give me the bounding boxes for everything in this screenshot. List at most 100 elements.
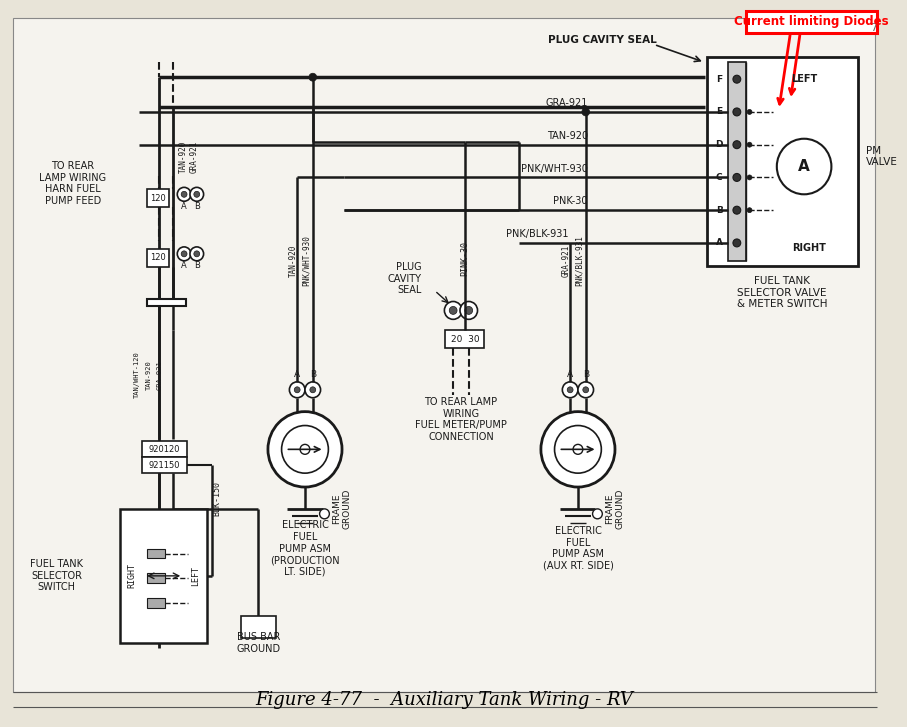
Text: E: E	[717, 108, 722, 116]
Text: & METER SWITCH: & METER SWITCH	[736, 300, 827, 310]
Circle shape	[733, 108, 741, 116]
Circle shape	[733, 239, 741, 247]
Text: A: A	[567, 371, 573, 379]
Circle shape	[578, 382, 593, 398]
Text: FRAME
GROUND: FRAME GROUND	[605, 489, 625, 529]
FancyBboxPatch shape	[445, 330, 484, 348]
Text: D: D	[716, 140, 723, 149]
Circle shape	[309, 73, 317, 81]
Circle shape	[592, 509, 602, 519]
Text: 920120: 920120	[149, 445, 180, 454]
Text: Current limiting Diodes: Current limiting Diodes	[734, 15, 889, 28]
Circle shape	[460, 302, 477, 319]
Text: PNK/BLK-931: PNK/BLK-931	[506, 229, 568, 239]
Text: B: B	[582, 371, 589, 379]
Circle shape	[733, 174, 741, 182]
Circle shape	[194, 191, 200, 197]
FancyBboxPatch shape	[707, 57, 858, 266]
Text: ELECTRIC
FUEL
PUMP ASM
(AUX RT. SIDE): ELECTRIC FUEL PUMP ASM (AUX RT. SIDE)	[542, 526, 613, 571]
Text: 921150: 921150	[149, 461, 180, 470]
Circle shape	[444, 302, 462, 319]
Circle shape	[747, 142, 752, 147]
Text: TAN-920: TAN-920	[179, 140, 188, 173]
Text: FRAME
GROUND: FRAME GROUND	[332, 489, 352, 529]
Text: RIGHT: RIGHT	[127, 563, 136, 588]
FancyBboxPatch shape	[120, 509, 208, 643]
Text: GRA-921: GRA-921	[190, 140, 199, 173]
Circle shape	[554, 425, 601, 473]
Circle shape	[747, 175, 752, 180]
Text: LEFT: LEFT	[791, 74, 817, 84]
Text: PNK/BLK-931: PNK/BLK-931	[574, 236, 583, 286]
Text: PLUG CAVITY SEAL: PLUG CAVITY SEAL	[548, 36, 657, 46]
Circle shape	[177, 247, 191, 261]
Text: Figure 4-77  -  Auxiliary Tank Wiring - RV: Figure 4-77 - Auxiliary Tank Wiring - RV	[256, 691, 633, 710]
FancyBboxPatch shape	[147, 598, 164, 608]
Circle shape	[194, 251, 200, 257]
Text: FUEL TANK: FUEL TANK	[755, 276, 810, 286]
Text: TAN-920: TAN-920	[547, 131, 588, 141]
Circle shape	[319, 509, 329, 519]
Text: GRA-921: GRA-921	[545, 98, 588, 108]
Text: F: F	[717, 75, 722, 84]
FancyBboxPatch shape	[13, 17, 875, 692]
Text: A: A	[294, 371, 300, 379]
Text: 20  30: 20 30	[451, 334, 479, 344]
Text: B: B	[194, 261, 200, 270]
FancyBboxPatch shape	[147, 299, 186, 307]
Text: TAN-920: TAN-920	[288, 244, 297, 277]
Circle shape	[747, 110, 752, 114]
Circle shape	[733, 75, 741, 83]
Circle shape	[465, 307, 473, 314]
Text: ELECTRIC
FUEL
PUMP ASM
(PRODUCTION
LT. SIDE): ELECTRIC FUEL PUMP ASM (PRODUCTION LT. S…	[270, 521, 340, 577]
Circle shape	[177, 188, 191, 201]
Text: PNK-30: PNK-30	[553, 196, 588, 206]
Text: TO REAR LAMP
WIRING
FUEL METER/PUMP
CONNECTION: TO REAR LAMP WIRING FUEL METER/PUMP CONN…	[415, 397, 507, 442]
Text: 120: 120	[150, 194, 166, 203]
Circle shape	[733, 141, 741, 148]
Circle shape	[747, 208, 752, 213]
Circle shape	[305, 382, 320, 398]
Text: PNK/WHT-930: PNK/WHT-930	[301, 236, 310, 286]
Circle shape	[181, 191, 187, 197]
Text: BLK-150: BLK-150	[213, 481, 221, 516]
Circle shape	[776, 139, 832, 194]
Circle shape	[294, 387, 300, 393]
FancyBboxPatch shape	[728, 63, 746, 261]
Text: A: A	[181, 261, 187, 270]
Text: PINK-30: PINK-30	[461, 241, 469, 276]
FancyBboxPatch shape	[142, 441, 187, 457]
Text: A: A	[716, 238, 723, 247]
Circle shape	[300, 444, 310, 454]
Text: TO REAR
LAMP WIRING
HARN FUEL
PUMP FEED: TO REAR LAMP WIRING HARN FUEL PUMP FEED	[39, 161, 106, 206]
Text: C: C	[716, 173, 723, 182]
Text: GRA-921: GRA-921	[157, 360, 162, 390]
Circle shape	[190, 188, 203, 201]
FancyBboxPatch shape	[147, 574, 164, 583]
Text: PM
VALVE: PM VALVE	[865, 146, 897, 167]
FancyBboxPatch shape	[147, 549, 164, 558]
Circle shape	[573, 444, 583, 454]
Text: TAN/WHT-120: TAN/WHT-120	[134, 352, 141, 398]
Circle shape	[541, 411, 615, 487]
Text: A: A	[798, 159, 810, 174]
Text: A: A	[181, 201, 187, 211]
Text: 120: 120	[150, 253, 166, 262]
Text: FUEL TANK
SELECTOR
SWITCH: FUEL TANK SELECTOR SWITCH	[30, 559, 83, 593]
Text: 7: 7	[870, 23, 877, 33]
Circle shape	[449, 307, 457, 314]
Circle shape	[268, 411, 342, 487]
Circle shape	[733, 206, 741, 214]
Circle shape	[562, 382, 578, 398]
Text: TAN-920: TAN-920	[146, 360, 152, 390]
Text: PLUG
CAVITY
SEAL: PLUG CAVITY SEAL	[388, 262, 422, 295]
Text: GRA-921: GRA-921	[561, 244, 571, 277]
Text: RIGHT: RIGHT	[792, 243, 826, 253]
Text: PNK/WHT-930: PNK/WHT-930	[521, 164, 588, 174]
Circle shape	[190, 247, 203, 261]
Circle shape	[181, 251, 187, 257]
FancyBboxPatch shape	[746, 11, 877, 33]
FancyBboxPatch shape	[240, 616, 276, 638]
Circle shape	[310, 387, 316, 393]
Text: BUS BAR
GROUND: BUS BAR GROUND	[236, 632, 280, 654]
